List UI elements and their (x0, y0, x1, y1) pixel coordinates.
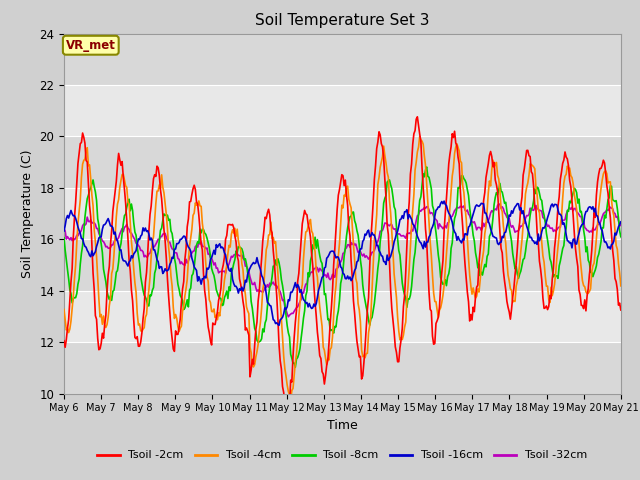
Tsoil -8cm (399, 288, 407, 293)
Tsoil -4cm (234, 226, 241, 232)
Tsoil -16cm (234, 286, 241, 291)
Tsoil -8cm (568, 195, 576, 201)
Line: Tsoil -16cm: Tsoil -16cm (64, 201, 621, 325)
Tsoil -4cm (472, 295, 479, 301)
Tsoil -2cm (296, 254, 304, 260)
Tsoil -4cm (373, 212, 381, 218)
Tsoil -8cm (423, 164, 431, 170)
Tsoil -16cm (60, 228, 68, 234)
Tsoil -8cm (234, 250, 241, 256)
Tsoil -32cm (470, 219, 478, 225)
Tsoil -32cm (495, 201, 502, 207)
Tsoil -16cm (399, 216, 407, 221)
Tsoil -32cm (60, 226, 68, 232)
X-axis label: Time: Time (327, 419, 358, 432)
Bar (64, 136, 621, 188)
Tsoil -2cm (234, 253, 241, 259)
Tsoil -2cm (399, 304, 407, 310)
Tsoil -8cm (296, 346, 304, 351)
Tsoil -8cm (291, 364, 299, 370)
Text: VR_met: VR_met (66, 39, 116, 52)
Line: Tsoil -4cm: Tsoil -4cm (64, 137, 621, 401)
Tsoil -8cm (472, 250, 479, 255)
Tsoil -4cm (287, 398, 294, 404)
Tsoil -16cm (617, 219, 625, 225)
Tsoil -2cm (472, 294, 479, 300)
Tsoil -16cm (373, 242, 381, 248)
Bar (64, 85, 621, 136)
Bar (64, 188, 621, 240)
Tsoil -4cm (568, 175, 576, 180)
Tsoil -4cm (60, 307, 68, 312)
Line: Tsoil -32cm: Tsoil -32cm (64, 204, 621, 317)
Tsoil -32cm (234, 251, 241, 257)
Tsoil -32cm (568, 204, 576, 210)
Title: Soil Temperature Set 3: Soil Temperature Set 3 (255, 13, 429, 28)
Line: Tsoil -8cm: Tsoil -8cm (64, 167, 621, 367)
Tsoil -32cm (285, 314, 292, 320)
Tsoil -4cm (617, 283, 625, 289)
Tsoil -32cm (617, 223, 625, 228)
Tsoil -2cm (60, 338, 68, 344)
Tsoil -16cm (568, 245, 576, 251)
Tsoil -8cm (617, 234, 625, 240)
Tsoil -32cm (296, 299, 304, 304)
Tsoil -2cm (413, 114, 421, 120)
Tsoil -2cm (568, 198, 576, 204)
Bar (64, 240, 621, 291)
Tsoil -4cm (296, 300, 304, 306)
Tsoil -16cm (440, 198, 448, 204)
Tsoil -4cm (416, 134, 424, 140)
Y-axis label: Soil Temperature (C): Soil Temperature (C) (20, 149, 34, 278)
Tsoil -8cm (60, 235, 68, 240)
Tsoil -16cm (472, 204, 479, 209)
Legend: Tsoil -2cm, Tsoil -4cm, Tsoil -8cm, Tsoil -16cm, Tsoil -32cm: Tsoil -2cm, Tsoil -4cm, Tsoil -8cm, Tsoi… (93, 446, 592, 465)
Tsoil -32cm (399, 233, 407, 239)
Tsoil -16cm (275, 323, 283, 328)
Tsoil -2cm (282, 410, 290, 416)
Tsoil -4cm (399, 332, 407, 338)
Tsoil -2cm (373, 146, 381, 152)
Tsoil -2cm (617, 307, 625, 313)
Tsoil -16cm (296, 289, 304, 295)
Bar (64, 291, 621, 342)
Bar (64, 34, 621, 85)
Tsoil -8cm (373, 278, 381, 284)
Bar (64, 342, 621, 394)
Line: Tsoil -2cm: Tsoil -2cm (64, 117, 621, 413)
Tsoil -32cm (373, 240, 381, 246)
